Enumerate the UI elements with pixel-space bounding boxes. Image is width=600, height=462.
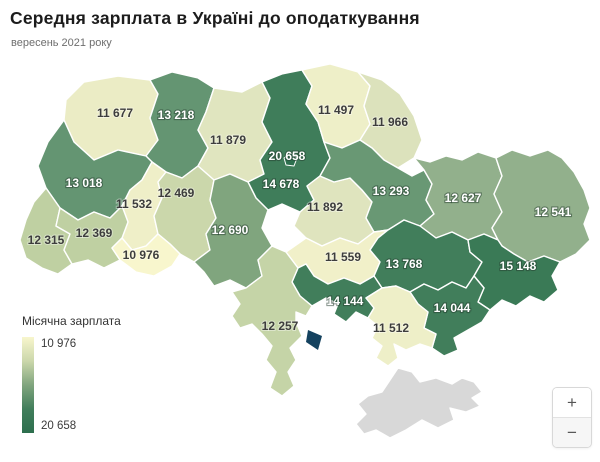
legend-min-value: 10 976: [41, 338, 77, 350]
legend-max-value: 20 658: [41, 420, 77, 432]
zoom-in-button[interactable]: +: [553, 388, 591, 417]
region-kherson[interactable]: [365, 285, 437, 367]
region-odesa[interactable]: [231, 245, 313, 397]
region-chernivtsi[interactable]: [111, 233, 181, 277]
region-kharkiv[interactable]: [413, 151, 503, 241]
estuary-water: [306, 330, 322, 350]
region-kyiv_city[interactable]: [283, 152, 298, 167]
zoom-out-button[interactable]: −: [553, 418, 591, 447]
zoom-controls-divider: [553, 417, 591, 418]
region-donetsk[interactable]: [467, 233, 561, 311]
legend-title: Місячна зарплата: [22, 314, 121, 328]
map-legend: Місячна зарплата 10 976 20 658: [22, 314, 121, 433]
region-crimea[interactable]: [355, 367, 483, 439]
zoom-controls: + −: [552, 387, 592, 448]
page-subtitle: вересень 2021 року: [11, 37, 112, 49]
page-title: Середня зарплата в Україні до оподаткува…: [10, 8, 420, 28]
legend-gradient-bar: [22, 337, 34, 433]
region-luhansk[interactable]: [491, 149, 591, 263]
